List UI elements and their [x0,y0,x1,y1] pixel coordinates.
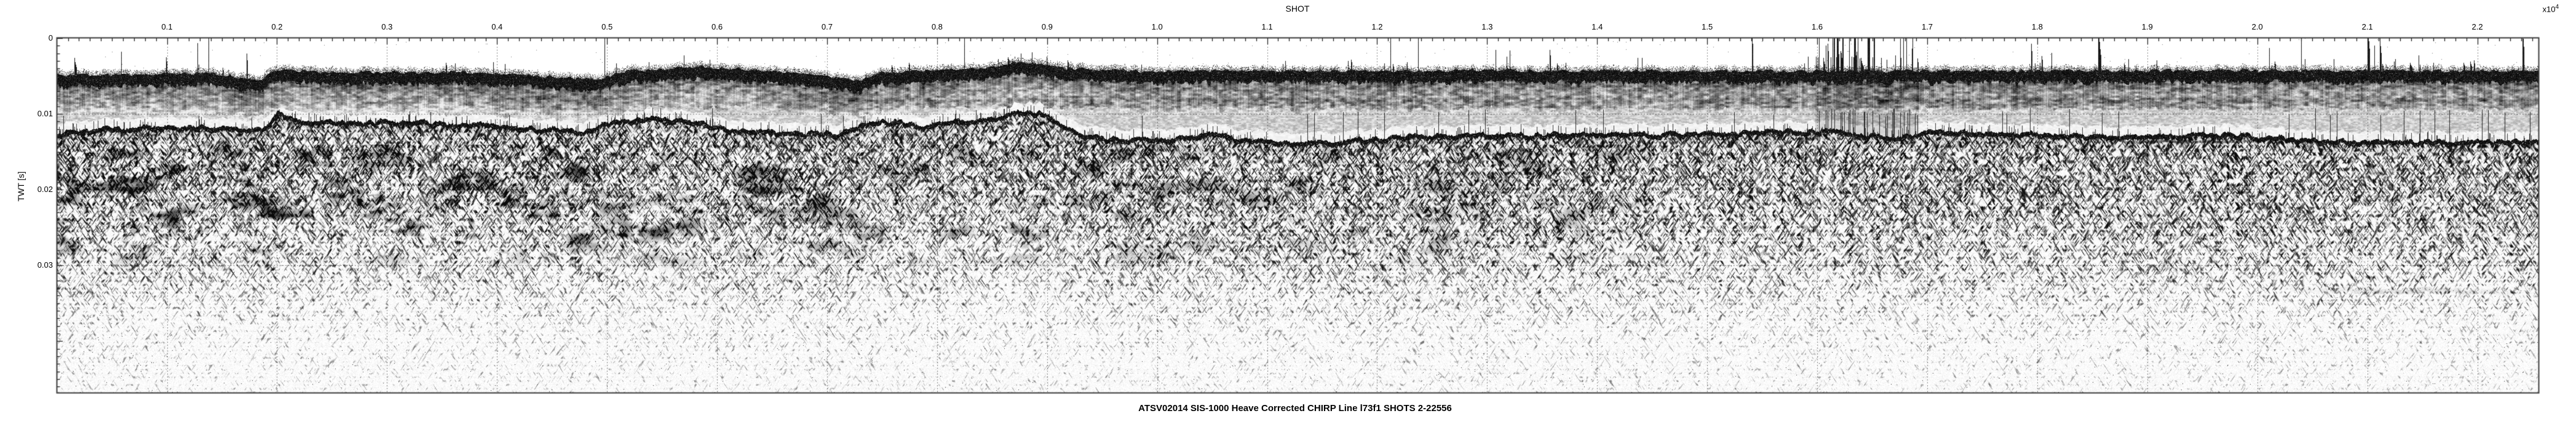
x-tick-label: 1.6 [1812,22,1823,31]
y-tick-label: 0.01 [37,109,53,119]
x-tick-label: 2.0 [2251,22,2263,31]
x-tick-label: 0.3 [381,22,393,31]
x-tick-label: 1.1 [1261,22,1273,31]
x-axis-multiplier: x104 [2542,4,2559,14]
x-tick-label: 2.2 [2471,22,2483,31]
y-tick-label: 0.02 [37,185,53,194]
x-tick-label: 1.0 [1151,22,1163,31]
x-tick-label: 0.4 [491,22,503,31]
x-tick-label: 1.7 [1921,22,1933,31]
x-tick-label: 1.4 [1591,22,1603,31]
x-tick-label: 1.8 [2031,22,2043,31]
x-tick-label: 0.1 [161,22,173,31]
x-tick-label: 0.2 [271,22,283,31]
figure-title: ATSV02014 SIS-1000 Heave Corrected CHIRP… [1138,403,1452,414]
x-axis-multiplier-exponent: 4 [2555,4,2559,10]
y-tick-label: 0.03 [37,260,53,270]
x-tick-label: 0.7 [821,22,833,31]
x-tick-label: 1.5 [1702,22,1713,31]
x-tick-label: 2.1 [2361,22,2373,31]
x-tick-label: 1.2 [1371,22,1383,31]
x-tick-label: 0.5 [601,22,613,31]
x-tick-label: 1.3 [1481,22,1493,31]
y-tick-label: 0 [48,33,53,42]
x-tick-label: 0.9 [1041,22,1053,31]
x-tick-label: 0.6 [711,22,723,31]
x-tick-label: 0.8 [931,22,943,31]
x-tick-label: 1.9 [2141,22,2153,31]
x-axis-multiplier-base: x10 [2542,4,2556,14]
x-axis-title: SHOT [1285,4,1310,14]
